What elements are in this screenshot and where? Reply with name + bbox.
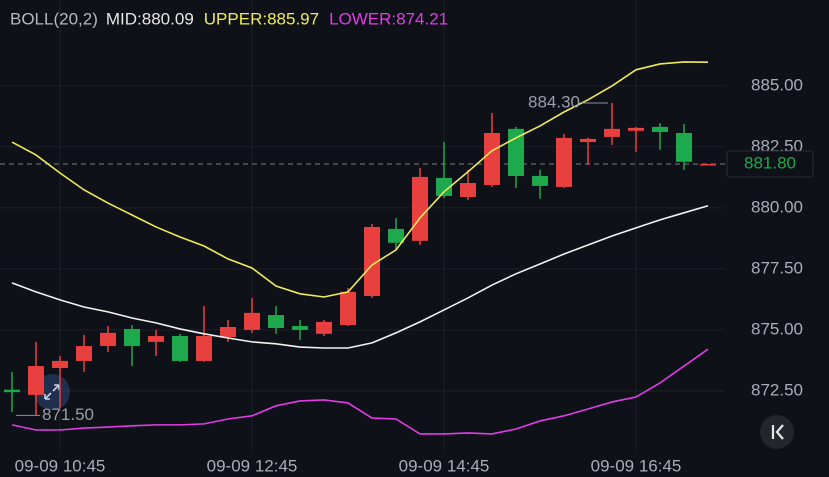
y-tick-label: 885.00 bbox=[751, 75, 803, 94]
candle-body bbox=[76, 346, 92, 361]
collapse-icon bbox=[771, 424, 784, 440]
candle-body bbox=[340, 291, 356, 326]
candle-body bbox=[532, 175, 548, 186]
band-line bbox=[11, 204, 709, 349]
candle-body bbox=[292, 326, 308, 330]
candle-body bbox=[388, 228, 404, 243]
band-line bbox=[11, 348, 709, 435]
x-tick-label: 09-09 16:45 bbox=[591, 456, 682, 475]
candle-body bbox=[316, 321, 332, 334]
candle-body bbox=[124, 328, 140, 347]
y-tick-label: 877.50 bbox=[751, 258, 803, 277]
candle-body bbox=[244, 312, 260, 330]
candle-body bbox=[28, 366, 44, 395]
candle-body bbox=[268, 315, 284, 328]
candle-body bbox=[436, 177, 452, 196]
y-tick-label: 880.00 bbox=[751, 197, 803, 216]
candle-body bbox=[556, 137, 572, 187]
candle-body bbox=[700, 163, 716, 166]
high-label: 884.30 bbox=[528, 92, 580, 111]
candle-body bbox=[196, 336, 212, 361]
candle-body bbox=[4, 389, 20, 393]
candle-body bbox=[100, 332, 116, 347]
low-label: 871.50 bbox=[42, 405, 94, 424]
candle-body bbox=[148, 336, 164, 342]
candle-body bbox=[220, 327, 236, 338]
last-price-label: 881.80 bbox=[744, 153, 796, 172]
candle-body bbox=[52, 360, 68, 369]
y-tick-label: 875.00 bbox=[751, 319, 803, 338]
candle-body bbox=[484, 132, 500, 185]
candle-body bbox=[652, 126, 668, 133]
legend-entry: MID:880.09 bbox=[106, 9, 194, 28]
candle-body bbox=[628, 127, 644, 131]
candle-body bbox=[460, 183, 476, 197]
x-tick-label: 09-09 10:45 bbox=[15, 456, 106, 475]
candle-body bbox=[580, 138, 596, 143]
x-tick-label: 09-09 12:45 bbox=[207, 456, 298, 475]
y-tick-label: 872.50 bbox=[751, 380, 803, 399]
expand-icon bbox=[44, 384, 60, 400]
indicator-name: BOLL(20,2) bbox=[10, 9, 98, 28]
last-price-tag bbox=[726, 150, 814, 178]
x-tick-label: 09-09 14:45 bbox=[399, 456, 490, 475]
candle-body bbox=[604, 128, 620, 137]
legend-entry: UPPER:885.97 bbox=[204, 9, 319, 28]
candle-body bbox=[364, 226, 380, 297]
candle-body bbox=[172, 336, 188, 361]
candle-body bbox=[676, 132, 692, 162]
legend-entry: LOWER:874.21 bbox=[329, 9, 448, 28]
band-line bbox=[11, 61, 709, 298]
candle-body bbox=[412, 176, 428, 241]
